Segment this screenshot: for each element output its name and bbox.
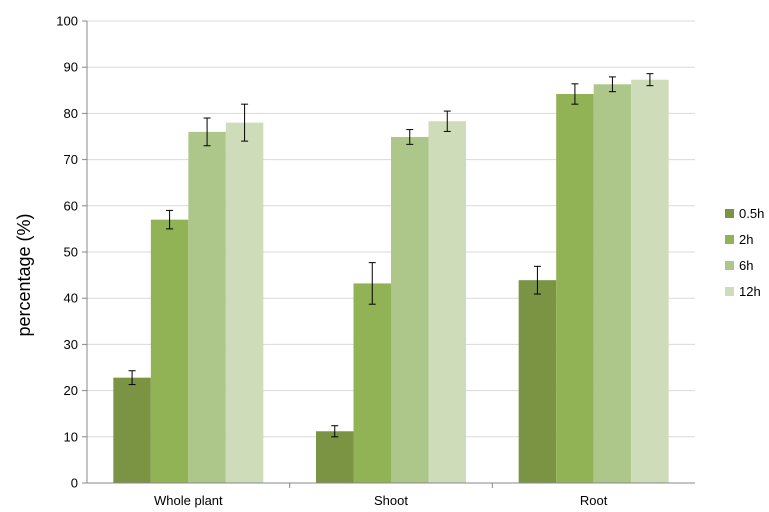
axes [82,20,695,488]
bar-0.5h-whole-plant [113,377,151,483]
legend-swatch-0.5h [725,209,734,218]
x-category-label: Whole plant [154,493,223,508]
legend: 0.5h 2h 6h 12h [725,206,764,299]
error-bars [128,73,654,438]
y-tick-label: 50 [64,245,78,260]
legend-label-2h: 2h [739,232,753,247]
x-category-labels: Whole plant Shoot Root [154,493,608,508]
y-axis-title: percentage (%) [14,213,34,336]
legend-label-12h: 12h [739,284,761,299]
legend-swatch-2h [725,235,734,244]
bar-6h-shoot [391,136,429,483]
y-tick-label: 60 [64,198,78,213]
y-tick-label: 70 [64,152,78,167]
bar-2h-shoot [353,283,391,483]
y-tick-label: 100 [56,14,78,29]
y-tick-label: 10 [64,429,78,444]
y-tick-label: 90 [64,60,78,75]
y-tick-label: 0 [71,476,78,491]
bar-12h-root [631,79,669,483]
y-tick-label: 40 [64,291,78,306]
bar-12h-shoot [428,121,466,483]
x-category-label: Root [580,493,608,508]
y-tick-label: 20 [64,383,78,398]
bar-0.5h-root [518,280,557,483]
y-tick-labels: 0 10 20 30 40 50 60 70 80 90 100 [56,14,78,491]
bar-12h-whole-plant [225,122,264,483]
legend-swatch-6h [725,261,734,270]
legend-label-6h: 6h [739,258,753,273]
bar-0.5h-shoot [316,431,354,483]
bars [113,79,669,483]
legend-swatch-12h [725,287,734,296]
y-tick-label: 30 [64,337,78,352]
bar-2h-root [556,93,594,483]
legend-label-0.5h: 0.5h [739,206,764,221]
bar-6h-root [593,84,632,483]
y-tick-label: 80 [64,106,78,121]
bar-6h-whole-plant [188,131,226,483]
bar-2h-whole-plant [150,219,189,483]
x-category-label: Shoot [374,493,408,508]
